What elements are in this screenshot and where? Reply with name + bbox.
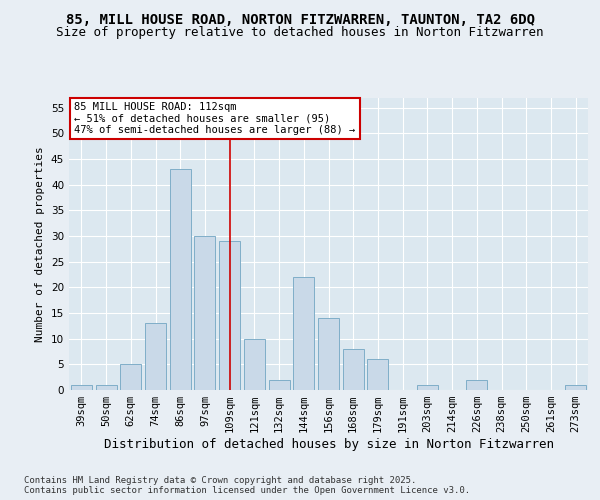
- Bar: [565, 385, 586, 390]
- Bar: [343, 349, 364, 390]
- Bar: [293, 277, 314, 390]
- Bar: [367, 359, 388, 390]
- Bar: [269, 380, 290, 390]
- Bar: [194, 236, 215, 390]
- Bar: [71, 385, 92, 390]
- Text: Contains HM Land Registry data © Crown copyright and database right 2025.
Contai: Contains HM Land Registry data © Crown c…: [24, 476, 470, 495]
- Bar: [95, 385, 116, 390]
- Bar: [219, 241, 240, 390]
- Bar: [170, 170, 191, 390]
- Bar: [120, 364, 141, 390]
- Bar: [417, 385, 438, 390]
- Bar: [244, 338, 265, 390]
- Text: Size of property relative to detached houses in Norton Fitzwarren: Size of property relative to detached ho…: [56, 26, 544, 39]
- Bar: [466, 380, 487, 390]
- Text: 85, MILL HOUSE ROAD, NORTON FITZWARREN, TAUNTON, TA2 6DQ: 85, MILL HOUSE ROAD, NORTON FITZWARREN, …: [65, 12, 535, 26]
- Text: 85 MILL HOUSE ROAD: 112sqm
← 51% of detached houses are smaller (95)
47% of semi: 85 MILL HOUSE ROAD: 112sqm ← 51% of deta…: [74, 102, 355, 135]
- Y-axis label: Number of detached properties: Number of detached properties: [35, 146, 46, 342]
- Bar: [318, 318, 339, 390]
- Bar: [145, 324, 166, 390]
- X-axis label: Distribution of detached houses by size in Norton Fitzwarren: Distribution of detached houses by size …: [104, 438, 554, 451]
